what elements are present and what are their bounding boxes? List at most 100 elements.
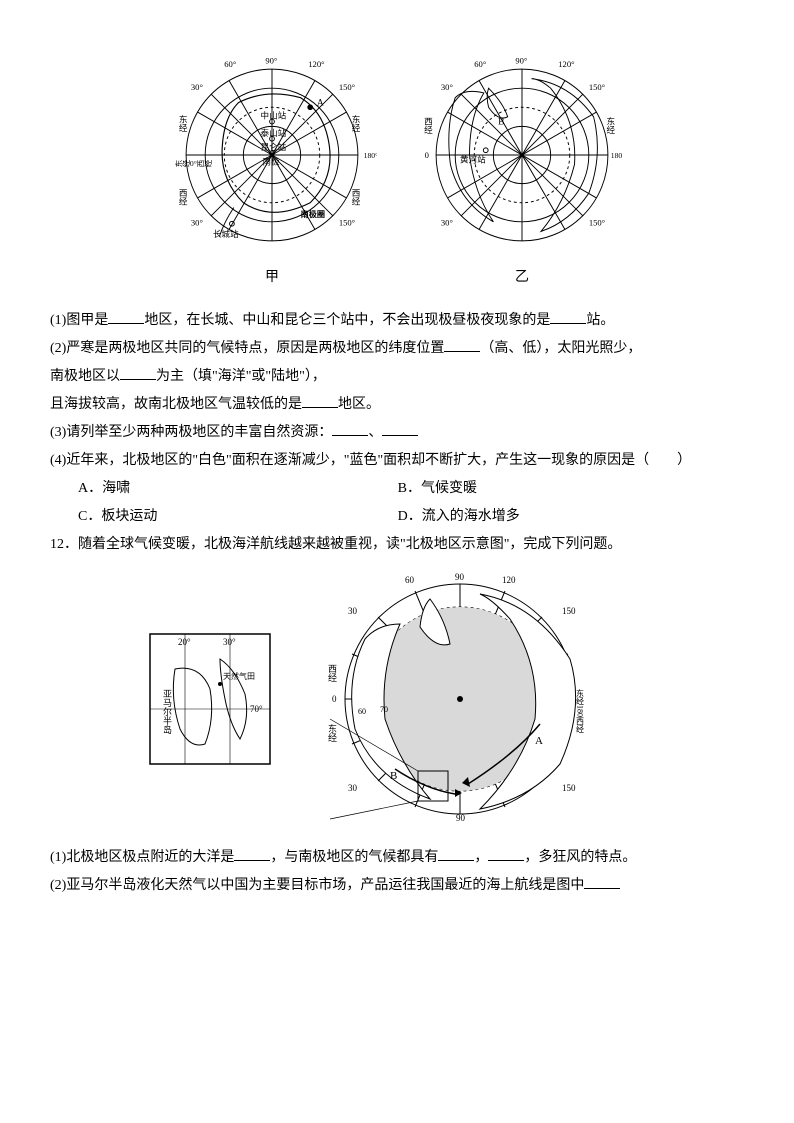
question-2-line3: 且海拔较高，故南北极地区气温较低的是 地区。 [50,391,744,419]
svg-text:60: 60 [358,707,366,716]
svg-text:A: A [317,97,324,108]
svg-text:30°: 30° [441,218,454,228]
svg-text:60: 60 [405,575,415,585]
q12-1-prefix: (1)北极地区极点附近的大洋是 [50,850,234,865]
svg-text:B: B [390,770,397,782]
q4-text: (4)近年来，北极地区的"白色"面积在逐渐减少，"蓝色"面积却不断扩大，产生这一… [50,453,691,468]
map-yi-svg: B 黄河站 60° 90° 120° 30° 150° 30° 150° 0 1… [417,50,627,260]
blank [438,846,474,861]
option-d: D．流入的海水增多 [398,503,718,531]
figure-jia: A 中山站 泰山站 昆仑站 南极 长城站 60° 90° 120° 30° 15… [167,50,377,292]
figure-row-jiayi: A 中山站 泰山站 昆仑站 南极 长城站 60° 90° 120° 30° 15… [50,50,744,292]
svg-text:泰山站: 泰山站 [261,127,287,138]
blank [382,421,418,436]
map-jia-svg: A 中山站 泰山站 昆仑站 南极 长城站 60° 90° 120° 30° 15… [167,50,377,260]
svg-text:天然气田: 天然气田 [223,671,255,681]
inset-map-svg: 20° 30° 70° 亚马尔半岛 天然气田 [145,629,275,769]
svg-text:90°: 90° [265,55,278,65]
svg-text:中山站: 中山站 [261,110,287,121]
svg-text:180°: 180° [364,151,377,160]
svg-text:150°: 150° [339,218,356,228]
q1-prefix: (1)图甲是 [50,313,108,328]
svg-text:60°: 60° [474,59,487,69]
blank [120,365,156,380]
blank [332,421,368,436]
blank [550,309,586,324]
svg-text:南极圈: 南极圈 [301,209,325,219]
svg-text:西经: 西经 [178,188,188,206]
option-c: C．板块运动 [78,503,398,531]
q2-l1-suffix: （高、低），太阳光照少， [480,341,641,356]
q3-sep: 、 [368,425,382,440]
svg-text:120°: 120° [308,59,325,69]
svg-text:0: 0 [332,694,337,704]
q1-mid: 地区，在长城、中山和昆仑三个站中，不会出现极昼极夜现象的是 [144,313,550,328]
svg-text:60°: 60° [224,59,237,69]
svg-text:150°: 150° [589,82,606,92]
svg-text:0: 0 [425,150,429,160]
svg-text:东经: 东经 [327,723,337,742]
svg-text:30°: 30° [191,218,204,228]
q12-1-suffix: ，多狂风的特点。 [524,850,636,865]
svg-text:20°: 20° [178,637,191,647]
svg-text:黄河站: 黄河站 [460,154,486,165]
q2-l2-prefix: 南极地区以 [50,369,120,384]
svg-text:150: 150 [562,783,576,793]
question-3: (3)请列举至少两种两极地区的丰富自然资源： 、 [50,419,744,447]
svg-text:30°: 30° [191,82,204,92]
arctic-map-svg: A B 60 90 120 30 150 30 150 0 东经180西经 西经… [270,569,650,829]
svg-text:30: 30 [348,783,358,793]
svg-text:120: 120 [502,575,516,585]
svg-text:90: 90 [455,572,465,582]
svg-text:150°: 150° [339,82,356,92]
question-2-line1: (2)严寒是两极地区共同的气候特点，原因是两极地区的纬度位置 （高、低），太阳光照… [50,335,744,363]
question-12-2: (2)亚马尔半岛液化天然气以中国为主要目标市场，产品运往我国最近的海上航线是图中 [50,872,744,900]
label-jia: 甲 [265,264,279,292]
q2-l1-prefix: (2)严寒是两极地区共同的气候特点，原因是两极地区的纬度位置 [50,341,444,356]
blank [584,874,620,889]
svg-text:东经: 东经 [351,113,361,132]
svg-text:120°: 120° [558,59,575,69]
svg-text:70: 70 [380,705,388,714]
q12-2-text: (2)亚马尔半岛液化天然气以中国为主要目标市场，产品运往我国最近的海上航线是图中 [50,878,584,893]
svg-text:A: A [535,735,543,747]
svg-text:长城站: 长城站 [213,228,239,239]
svg-text:180: 180 [611,151,623,160]
q2-l3-suffix: 地区。 [338,397,380,412]
q12-1-mid2: ， [474,850,488,865]
svg-text:30°: 30° [441,82,454,92]
svg-text:西经: 西经 [423,116,433,134]
figure-arctic-row: 20° 30° 70° 亚马尔半岛 天然气田 [50,569,744,829]
blank [108,309,144,324]
q2-l3-prefix: 且海拔较高，故南北极地区气温较低的是 [50,397,302,412]
question-2-line2: 南极地区以 为主（填"海洋"或"陆地"）， [50,363,744,391]
svg-text:西经: 西经 [327,664,337,682]
blank [302,393,338,408]
option-b: B．气候变暖 [398,475,718,503]
svg-text:东经: 东经 [178,113,188,132]
blank [444,337,480,352]
label-yi: 乙 [515,264,529,292]
svg-text:90: 90 [456,813,466,823]
q2-l2-suffix: 为主（填"海洋"或"陆地"）， [156,369,326,384]
figure-yi: B 黄河站 60° 90° 120° 30° 150° 30° 150° 0 1… [417,50,627,292]
blank [234,846,270,861]
q3-prefix: (3)请列举至少两种两极地区的丰富自然资源： [50,425,332,440]
svg-text:亚马尔半岛: 亚马尔半岛 [162,689,172,735]
q1-suffix: 站。 [586,313,614,328]
svg-text:70°: 70° [250,704,263,714]
svg-text:昆仑站: 昆仑站 [261,141,287,152]
svg-text:150: 150 [562,606,576,616]
svg-text:90°: 90° [515,55,528,65]
question-4-options: A．海啸 B．气候变暖 C．板块运动 D．流入的海水增多 [78,475,744,531]
svg-text:南极: 南极 [262,156,280,167]
svg-text:东经: 东经 [606,115,616,134]
svg-text:西经: 西经 [351,188,361,206]
question-4: (4)近年来，北极地区的"白色"面积在逐渐减少，"蓝色"面积却不断扩大，产生这一… [50,447,744,475]
svg-text:30°: 30° [223,637,236,647]
svg-text:东经0°西经: 东经0°西经 [173,159,212,168]
svg-text:东经180西经: 东经180西经 [575,688,584,733]
svg-text:150°: 150° [589,218,606,228]
question-12-1: (1)北极地区极点附近的大洋是，与南极地区的气候都具有，，多狂风的特点。 [50,844,744,872]
question-1: (1)图甲是 地区，在长城、中山和昆仑三个站中，不会出现极昼极夜现象的是 站。 [50,307,744,335]
